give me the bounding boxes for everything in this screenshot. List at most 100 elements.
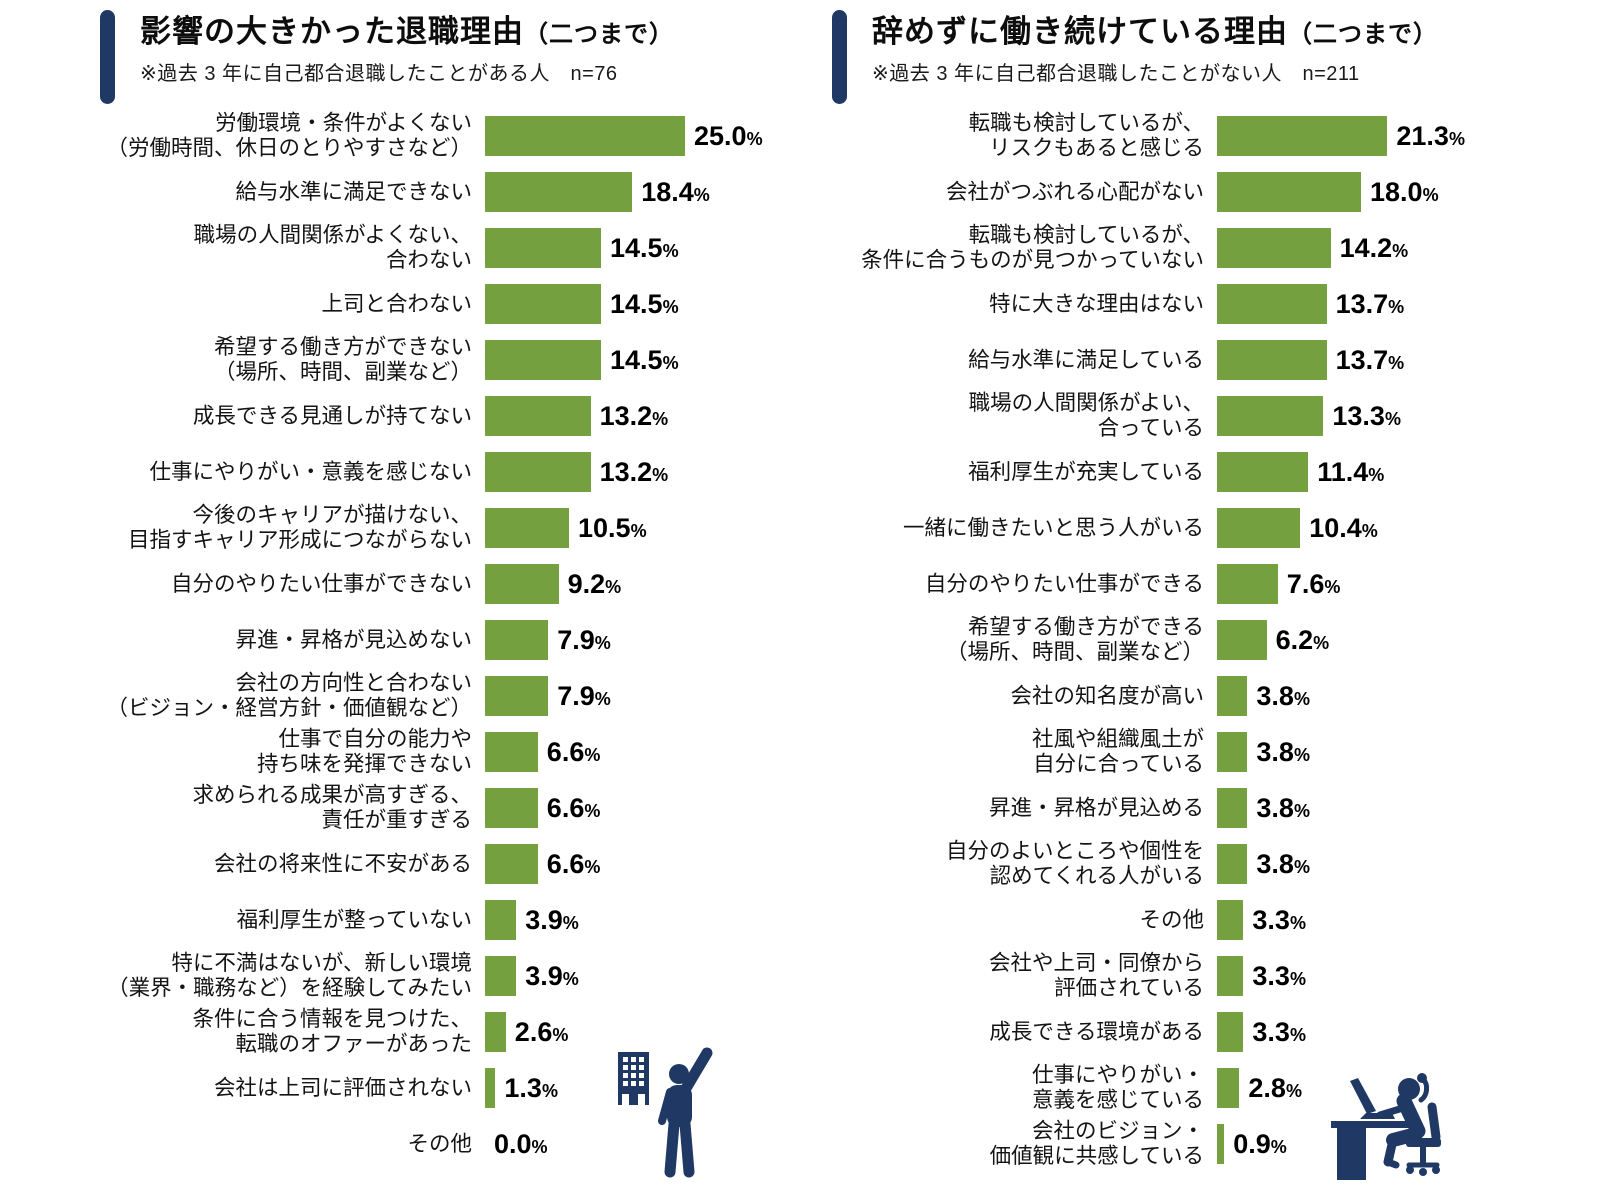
bar-label: 一緒に働きたいと思う人がいる [902,515,1204,540]
bar-area: 0.0% [485,1124,548,1164]
value-number: 3.8 [1256,736,1294,767]
bar-area: 0.9% [1217,1124,1287,1164]
bar [1217,620,1267,660]
bar-area: 3.8% [1217,844,1310,884]
value-number: 10.4 [1309,512,1362,543]
percent-sign: % [662,240,679,261]
value-number: 13.2 [599,456,653,487]
bar-area: 13.7% [1217,284,1404,324]
chart-row: 職場の人間関係がよい、 合っている 13.3% [832,391,1552,440]
chart-header-text: 辞めずに働き続けている理由（二つまで） ※過去 3 年に自己都合退職したことがな… [872,10,1438,104]
chart-title: 影響の大きかった退職理由（二つまで） [140,14,674,49]
percent-sign: % [584,744,601,765]
value-number: 13.7 [1335,344,1389,375]
chart-row: 昇進・昇格が見込めない 7.9% [100,620,820,660]
value-number: 2.6 [514,1016,553,1047]
bar-label: 昇進・昇格が見込める [988,795,1204,820]
value-number: 6.2 [1275,624,1314,655]
bar-label: その他 [1139,907,1204,932]
value-label: 6.6% [547,850,601,878]
value-label: 10.4% [1309,512,1378,543]
value-number: 14.5 [610,344,663,375]
percent-sign: % [662,352,679,373]
percent-sign: % [1388,296,1405,317]
value-label: 14.5% [610,234,679,262]
chart-note: ※過去 3 年に自己都合退職したことがある人 n=76 [140,63,618,86]
chart-row: 仕事で自分の能力や 持ち味を発揮できない 6.6% [100,727,820,776]
bar-label: その他 [407,1131,472,1156]
percent-sign: % [1270,1136,1287,1157]
bar-label: 特に大きな理由はない [988,291,1204,316]
chart-row: 上司と合わない 14.5% [100,284,820,324]
value-number: 13.3 [1332,400,1385,431]
value-number: 13.2 [599,400,653,431]
bar-area: 13.7% [1217,340,1404,380]
chart-header-text: 影響の大きかった退職理由（二つまで） ※過去 3 年に自己都合退職したことがある… [140,10,674,104]
chart-row: 会社や上司・同僚から 評価されている 3.3% [832,951,1552,1000]
chart-header: 辞めずに働き続けている理由（二つまで） ※過去 3 年に自己都合退職したことがな… [832,10,1552,104]
percent-sign: % [1324,576,1341,597]
bar-label: 仕事にやりがい・意義を感じない [149,459,472,484]
bar [485,116,685,156]
bar [1217,452,1309,492]
value-label: 13.7% [1336,290,1405,318]
percent-sign: % [594,632,611,653]
bar-area: 9.2% [485,564,621,604]
bar-area: 3.3% [1217,956,1306,996]
percent-sign: % [1293,744,1310,765]
chart-row: 転職も検討しているが、 条件に合うものが見つかっていない 14.2% [832,223,1552,272]
chart-row: 労働環境・条件がよくない （労働時間、休日のとりやすさなど） 25.0% [100,111,820,160]
bar-label: 転職も検討しているが、 リスクもあると感じる [968,111,1204,160]
value-number: 25.0 [694,120,747,151]
bar-area: 25.0% [485,116,763,156]
percent-sign: % [605,576,622,597]
bar [1217,900,1244,940]
chart-row: その他 0.0% [100,1124,820,1164]
bar-area: 6.2% [1217,620,1329,660]
bar-label: 労働環境・条件がよくない （労働時間、休日のとりやすさなど） [106,111,472,160]
value-number: 3.8 [1256,848,1294,879]
percent-sign: % [1285,1080,1302,1101]
chart-row: 職場の人間関係がよくない、 合わない 14.5% [100,223,820,272]
bar-label: 職場の人間関係がよくない、 合わない [193,223,472,272]
percent-sign: % [746,128,763,149]
chart-row: 会社がつぶれる心配がない 18.0% [832,172,1552,212]
bar-label: 自分のやりたい仕事ができない [170,571,472,596]
chart-row: 特に大きな理由はない 13.7% [832,284,1552,324]
bar-label: 成長できる環境がある [989,1019,1204,1044]
percent-sign: % [584,856,601,877]
value-number: 10.5 [578,512,631,543]
person-working-at-desk-icon [1329,1068,1467,1191]
value-number: 14.5 [610,288,663,319]
bar-label: 会社の将来性に不安がある [213,851,472,876]
bar-label: 給与水準に満足している [968,347,1204,372]
value-number: 21.3 [1396,120,1449,151]
bar [485,284,601,324]
value-label: 0.0% [494,1130,548,1158]
chart-row: 今後のキャリアが描けない、 目指すキャリア形成につながらない 10.5% [100,503,820,552]
value-label: 10.5% [578,512,647,543]
value-label: 1.3% [504,1074,558,1102]
bar [485,452,591,492]
percent-sign: % [1313,632,1330,653]
bar-area: 2.8% [1217,1068,1302,1108]
bar [485,788,538,828]
bar-area: 21.3% [1217,116,1465,156]
bar-area: 3.3% [1217,1012,1306,1052]
percent-sign: % [1361,520,1378,541]
bar-area: 13.2% [485,452,668,492]
value-number: 3.3 [1252,960,1290,991]
value-number: 7.6 [1286,568,1325,599]
bar-area: 18.4% [485,172,710,212]
chart-row: 仕事にやりがい・意義を感じない 13.2% [100,452,820,492]
chart-row: 会社の知名度が高い 3.8% [832,676,1552,716]
bar-area: 6.6% [485,732,600,772]
bar-area: 10.5% [485,508,647,548]
chart-row: 転職も検討しているが、 リスクもあると感じる 21.3% [832,111,1552,160]
bar [1217,508,1301,548]
value-number: 2.8 [1248,1072,1286,1103]
bar [485,1012,506,1052]
percent-sign: % [1293,688,1310,709]
value-label: 3.8% [1256,794,1310,822]
bar [485,1068,496,1108]
